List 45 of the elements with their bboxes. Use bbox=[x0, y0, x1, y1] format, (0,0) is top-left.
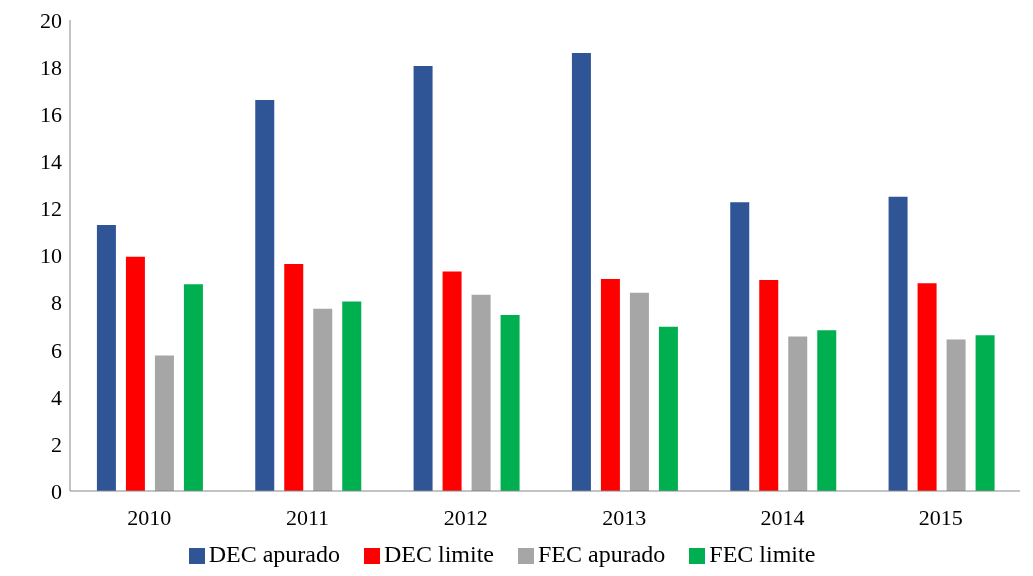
bar bbox=[629, 292, 649, 491]
y-tick-label: 0 bbox=[51, 478, 62, 504]
bar bbox=[946, 339, 966, 491]
bar bbox=[975, 335, 995, 491]
bar bbox=[500, 315, 520, 491]
bar bbox=[917, 283, 937, 491]
bar bbox=[125, 256, 145, 491]
bar bbox=[183, 284, 203, 491]
bar bbox=[313, 308, 333, 491]
y-tick-label: 16 bbox=[40, 102, 62, 128]
x-tick-label: 2011 bbox=[285, 504, 330, 530]
bar bbox=[442, 271, 462, 491]
bar bbox=[730, 202, 750, 491]
bar bbox=[571, 52, 591, 491]
y-tick-label: 10 bbox=[40, 243, 62, 269]
y-tick-label: 14 bbox=[40, 149, 62, 175]
x-tick-label: 2014 bbox=[760, 504, 805, 530]
bar bbox=[154, 355, 174, 491]
legend-label: FEC limite bbox=[709, 541, 816, 567]
x-tick-label: 2012 bbox=[443, 504, 488, 530]
legend-label: DEC apurado bbox=[208, 541, 340, 567]
bar bbox=[96, 224, 116, 491]
bar bbox=[413, 65, 433, 491]
y-tick-label: 8 bbox=[51, 290, 62, 316]
legend-label: FEC apurado bbox=[537, 541, 666, 567]
bar bbox=[658, 326, 678, 491]
bar bbox=[600, 279, 620, 491]
y-tick-label: 4 bbox=[51, 384, 62, 410]
bar bbox=[759, 279, 779, 491]
bar bbox=[471, 294, 491, 491]
bar bbox=[255, 100, 275, 491]
bar bbox=[888, 196, 908, 491]
bar bbox=[817, 330, 837, 491]
bar bbox=[788, 336, 808, 491]
y-tick-label: 20 bbox=[40, 7, 62, 33]
bar bbox=[342, 301, 362, 491]
y-tick-label: 6 bbox=[51, 337, 62, 363]
bar bbox=[284, 263, 304, 491]
x-tick-label: 2013 bbox=[602, 504, 647, 530]
x-tick-label: 2015 bbox=[918, 504, 963, 530]
legend-label: DEC limite bbox=[383, 541, 494, 567]
y-tick-label: 18 bbox=[40, 54, 62, 80]
y-tick-label: 12 bbox=[40, 196, 62, 222]
x-tick-label: 2010 bbox=[127, 504, 172, 530]
y-tick-label: 2 bbox=[51, 431, 62, 457]
